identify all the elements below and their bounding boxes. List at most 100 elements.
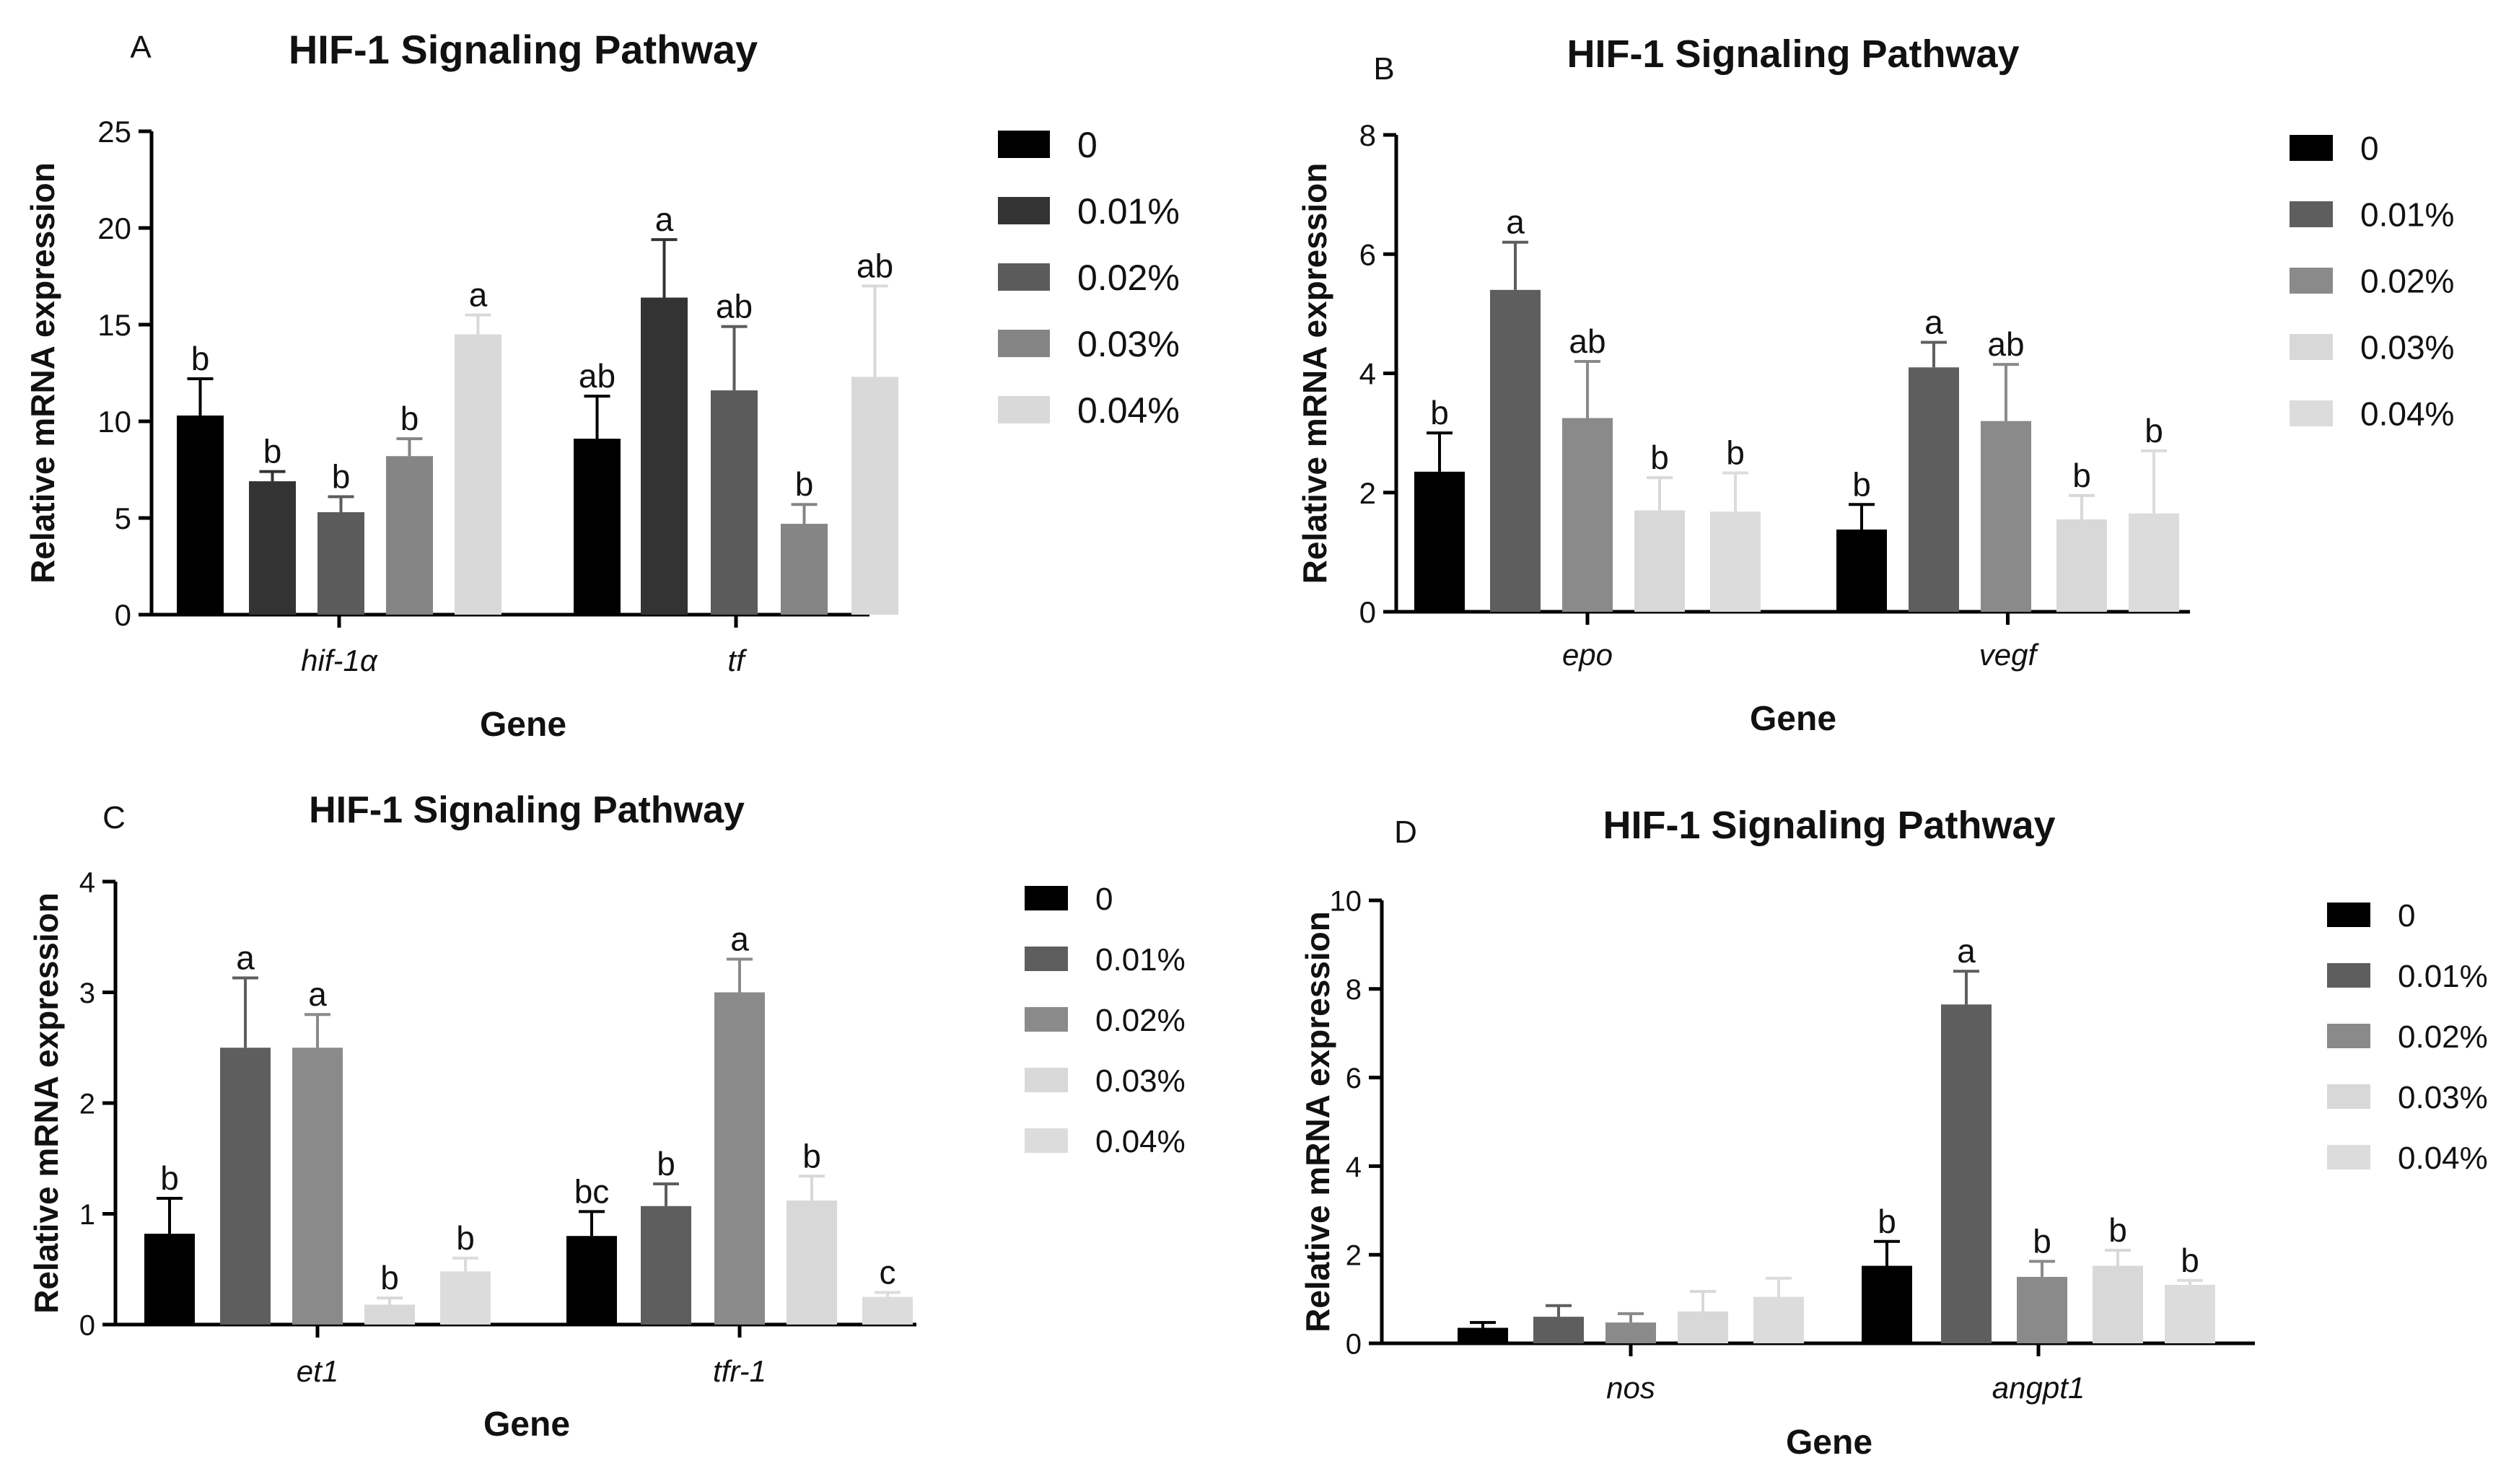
bar (1490, 289, 1541, 612)
significance-label: b (1878, 1203, 1896, 1240)
significance-label: a (1957, 932, 1976, 970)
significance-label: ab (857, 247, 893, 284)
legend-swatch (2290, 334, 2333, 360)
category-label: nos (1606, 1371, 1655, 1405)
significance-label: b (400, 400, 419, 437)
bar (440, 1271, 491, 1325)
bar (1533, 1317, 1584, 1343)
y-axis-title: Relative mRNA expression (27, 892, 65, 1314)
category-label: hif-1α (301, 644, 378, 677)
bar (851, 377, 898, 615)
significance-label: b (1430, 394, 1449, 431)
legend-swatch (2327, 1145, 2370, 1169)
legend-swatch (2290, 268, 2333, 294)
chart-title: HIF-1 Signaling Pathway (309, 789, 745, 831)
legend-label: 0.01% (2360, 196, 2454, 234)
legend-swatch (2290, 400, 2333, 426)
panel-label: B (1373, 51, 1394, 87)
y-tick-label: 10 (97, 405, 131, 439)
bar (1605, 1322, 1656, 1343)
bar (711, 390, 758, 615)
legend-swatch (1025, 1068, 1068, 1092)
bar (220, 1048, 271, 1325)
significance-label: ab (716, 288, 753, 325)
y-tick-label: 0 (115, 598, 131, 632)
legend: 0 0.01% 0.02% 0.03% 0.04% (2327, 898, 2488, 1176)
legend-label: 0.01% (2398, 959, 2488, 994)
significance-label: a (1506, 203, 1525, 241)
chart-title: HIF-1 Signaling Pathway (289, 27, 758, 72)
legend-swatch (2290, 135, 2333, 161)
legend-label: 0.02% (1095, 1003, 1186, 1038)
y-tick-label: 2 (1346, 1240, 1362, 1272)
legend-label: 0 (2398, 898, 2415, 934)
significance-label: b (1650, 439, 1669, 476)
y-tick-label: 4 (1359, 357, 1376, 391)
panel-label: D (1394, 815, 1417, 850)
bar (455, 334, 501, 615)
significance-label: b (1852, 465, 1871, 503)
legend-label: 0.01% (1095, 942, 1186, 978)
bar (386, 456, 433, 615)
chart-title: HIF-1 Signaling Pathway (1567, 32, 2019, 76)
significance-label: a (655, 201, 674, 238)
significance-label: ab (1987, 325, 2024, 363)
legend-label: 0.04% (1095, 1124, 1186, 1159)
bar (781, 524, 828, 615)
bar (2017, 1276, 2067, 1343)
y-tick-label: 4 (1346, 1151, 1362, 1183)
bar (1458, 1327, 1508, 1343)
legend-swatch (998, 330, 1050, 357)
legend-swatch (998, 131, 1050, 158)
y-tick-label: 6 (1359, 237, 1376, 271)
y-tick-label: 15 (97, 308, 131, 342)
category-label: epo (1562, 638, 1613, 672)
y-tick-label: 2 (1359, 476, 1376, 510)
legend-label: 0.03% (2360, 329, 2454, 366)
bar (177, 415, 224, 615)
category-label: vegf (1979, 638, 2040, 672)
legend-label: 0.02% (1077, 258, 1180, 298)
significance-label: b (2072, 457, 2091, 494)
significance-label: b (2181, 1242, 2199, 1279)
significance-label: b (795, 465, 814, 503)
legend: 0 0.01% 0.02% 0.03% 0.04% (998, 125, 1180, 431)
significance-label: b (802, 1137, 821, 1175)
significance-label: a (308, 975, 327, 1013)
legend-swatch (1025, 886, 1068, 910)
legend-label: 0.02% (2360, 263, 2454, 300)
legend: 0 0.01% 0.02% 0.03% 0.04% (2290, 130, 2454, 433)
y-tick-label: 2 (79, 1088, 95, 1120)
y-tick-label: 25 (97, 115, 131, 149)
panel-label: C (102, 800, 126, 835)
significance-label: b (456, 1219, 475, 1257)
legend-swatch (2327, 1084, 2370, 1109)
y-tick-label: 4 (79, 866, 95, 898)
significance-label: b (2145, 412, 2163, 449)
y-tick-label: 3 (79, 978, 95, 1009)
significance-label: b (380, 1259, 399, 1296)
legend-label: 0 (1077, 125, 1098, 165)
y-axis-title: Relative mRNA expression (24, 162, 61, 584)
legend-swatch (2327, 963, 2370, 988)
legend-label: 0 (1095, 882, 1113, 917)
bar (364, 1304, 415, 1325)
y-tick-label: 8 (1359, 118, 1376, 152)
bar (566, 1236, 617, 1325)
significance-label: a (236, 939, 255, 977)
significance-label: ab (1569, 322, 1605, 360)
significance-label: b (263, 433, 282, 470)
y-tick-label: 6 (1346, 1063, 1362, 1094)
x-axis-title: Gene (483, 1405, 570, 1444)
bar (1862, 1265, 1912, 1343)
legend-label: 0.03% (1077, 324, 1180, 364)
significance-label: b (332, 458, 351, 496)
bar (1710, 512, 1761, 612)
x-axis-title: Gene (1750, 700, 1836, 738)
bar (641, 297, 688, 615)
bar (1909, 367, 1959, 612)
chart-panel-a: HIF-1 Signaling Pathway A 0 5 10 15 20 25 Relati… (24, 27, 1180, 744)
significance-label: c (880, 1253, 896, 1291)
legend-label: 0.04% (2360, 395, 2454, 433)
y-tick-label: 1 (79, 1199, 95, 1231)
